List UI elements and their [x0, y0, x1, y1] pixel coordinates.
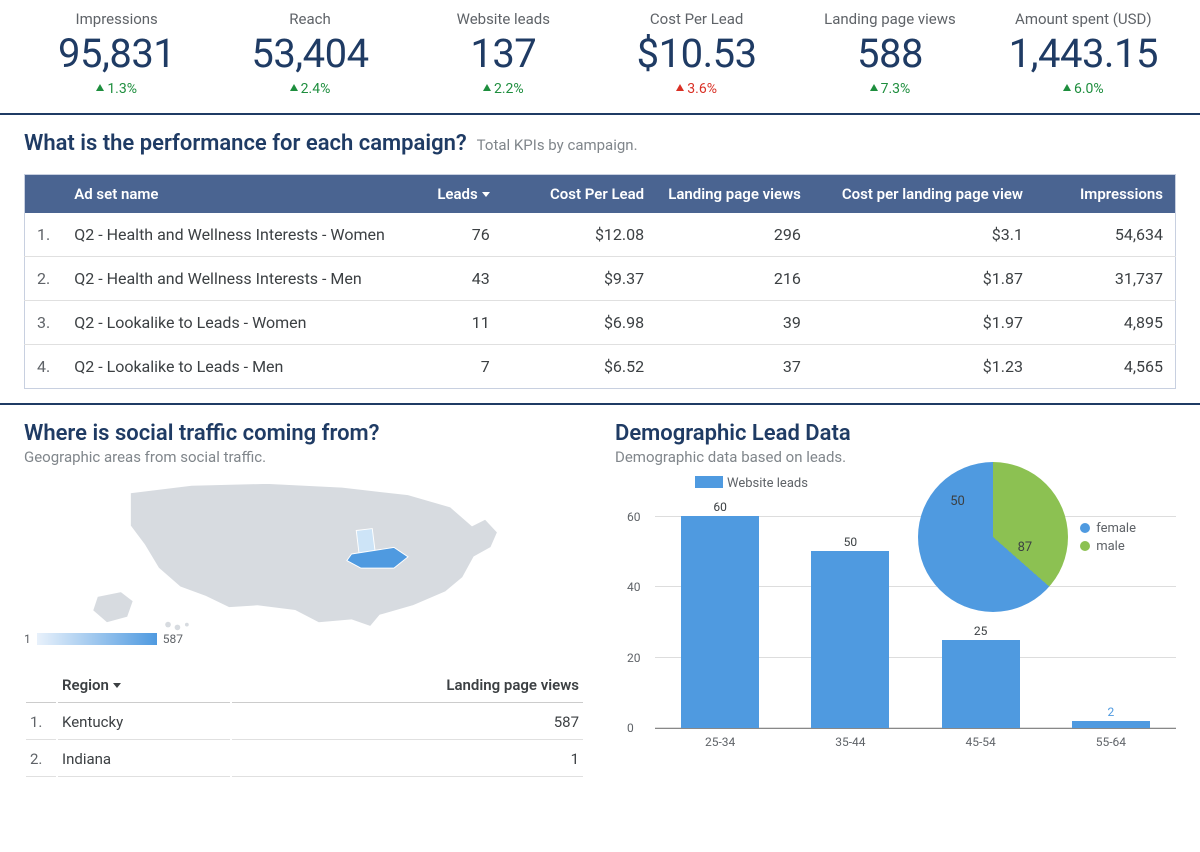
kpi-impressions: Impressions 95,831 1.3%	[20, 10, 213, 97]
sort-desc-icon	[113, 683, 121, 688]
map-area: 1 587	[24, 474, 585, 654]
arrow-up-icon	[870, 84, 878, 91]
scale-max: 587	[163, 632, 183, 646]
table-row[interactable]: 2.Indiana1	[26, 742, 583, 777]
col-lpv[interactable]: Landing page views	[656, 175, 813, 214]
legend-dot-female	[1080, 523, 1090, 533]
map-scale: 1 587	[24, 632, 585, 646]
us-map-icon[interactable]	[24, 474, 585, 634]
kpi-reach: Reach 53,404 2.4%	[213, 10, 406, 97]
bottom-row: Where is social traffic coming from? Geo…	[0, 405, 1200, 795]
kpi-label: Impressions	[20, 10, 213, 28]
scale-gradient	[37, 633, 157, 645]
campaign-section: What is the performance for each campaig…	[0, 115, 1200, 166]
col-ad-set-name[interactable]: Ad set name	[62, 175, 402, 214]
legend-swatch	[695, 476, 723, 488]
scale-min: 1	[24, 632, 31, 646]
kpi-delta: 1.3%	[20, 81, 213, 97]
kpi-website-leads: Website leads 137 2.2%	[407, 10, 600, 97]
arrow-up-icon	[290, 84, 298, 91]
pie-slice-label-female: 87	[1018, 540, 1033, 555]
kpi-row: Impressions 95,831 1.3% Reach 53,404 2.4…	[0, 0, 1200, 115]
section-subtitle: Total KPIs by campaign.	[477, 136, 638, 154]
table-row[interactable]: 2.Q2 - Health and Wellness Interests - M…	[25, 257, 1176, 301]
table-row[interactable]: 1.Q2 - Health and Wellness Interests - W…	[25, 213, 1176, 257]
arrow-up-icon	[483, 84, 491, 91]
table-header-row: Ad set name Leads Cost Per Lead Landing …	[25, 175, 1176, 214]
col-blank[interactable]	[25, 175, 63, 214]
kpi-amount-spent: Amount spent (USD) 1,443.15 6.0%	[987, 10, 1180, 97]
kpi-value: 95,831	[20, 30, 213, 77]
col-cplpv[interactable]: Cost per landing page view	[813, 175, 1035, 214]
kpi-cost-per-lead: Cost Per Lead $10.53 3.6%	[600, 10, 793, 97]
col-impressions[interactable]: Impressions	[1035, 175, 1176, 214]
arrow-up-icon	[96, 84, 104, 91]
col-region[interactable]: Region	[58, 668, 230, 703]
pie-chart[interactable]: 87 50	[918, 462, 1068, 612]
geo-panel: Where is social traffic coming from? Geo…	[24, 421, 585, 779]
table-row[interactable]: 3.Q2 - Lookalike to Leads - Women11$6.98…	[25, 301, 1176, 345]
kpi-landing-page-views: Landing page views 588 7.3%	[793, 10, 986, 97]
arrow-up-icon	[1063, 84, 1071, 91]
region-table: Region Landing page views 1.Kentucky5872…	[24, 666, 585, 779]
panel-subtitle: Geographic areas from social traffic.	[24, 448, 585, 466]
campaign-table: Ad set name Leads Cost Per Lead Landing …	[24, 174, 1176, 389]
col-region-lpv[interactable]: Landing page views	[232, 668, 583, 703]
pie-chart-wrap: 87 50 female male	[918, 462, 1136, 612]
sort-desc-icon	[482, 192, 490, 197]
panel-title: Demographic Lead Data	[615, 421, 1176, 446]
panel-title: Where is social traffic coming from?	[24, 421, 585, 446]
col-cpl[interactable]: Cost Per Lead	[502, 175, 656, 214]
section-title: What is the performance for each campaig…	[24, 131, 467, 156]
table-row[interactable]: 4.Q2 - Lookalike to Leads - Men7$6.5237$…	[25, 345, 1176, 389]
demo-charts: Website leads 02040606050252 25-3435-444…	[615, 476, 1176, 756]
pie-legend: female male	[1080, 518, 1136, 557]
arrow-up-icon	[676, 84, 684, 91]
demographic-panel: Demographic Lead Data Demographic data b…	[615, 421, 1176, 779]
legend-dot-male	[1080, 541, 1090, 551]
table-row[interactable]: 1.Kentucky587	[26, 705, 583, 740]
col-leads[interactable]: Leads	[402, 175, 502, 214]
pie-slice-label-male: 50	[950, 494, 965, 509]
